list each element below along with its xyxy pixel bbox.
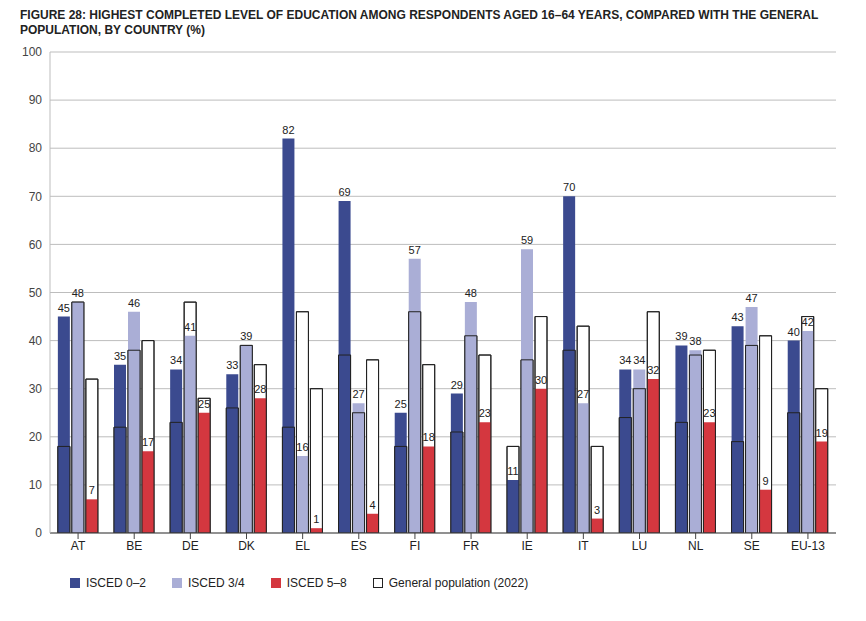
svg-text:48: 48 bbox=[72, 287, 84, 299]
svg-text:47: 47 bbox=[745, 292, 757, 304]
svg-text:ES: ES bbox=[351, 539, 367, 553]
svg-text:30: 30 bbox=[29, 382, 43, 396]
svg-text:3: 3 bbox=[594, 504, 600, 516]
svg-text:FR: FR bbox=[463, 539, 479, 553]
svg-text:7: 7 bbox=[89, 484, 95, 496]
svg-text:100: 100 bbox=[22, 45, 42, 59]
svg-text:34: 34 bbox=[619, 354, 631, 366]
svg-text:41: 41 bbox=[184, 321, 196, 333]
svg-text:34: 34 bbox=[633, 354, 645, 366]
html-text:ISCED 0–2: ISCED 0–2 bbox=[86, 576, 146, 590]
svg-text:IT: IT bbox=[578, 539, 589, 553]
svg-text:16: 16 bbox=[296, 441, 308, 453]
html-text:FIGURE 28: HIGHEST COMPLETED L: FIGURE 28: HIGHEST COMPLETED LEVEL OF ED… bbox=[20, 8, 819, 37]
svg-text:BE: BE bbox=[126, 539, 142, 553]
svg-text:46: 46 bbox=[128, 297, 140, 309]
svg-text:39: 39 bbox=[675, 330, 687, 342]
svg-text:33: 33 bbox=[226, 359, 238, 371]
svg-text:60: 60 bbox=[29, 238, 43, 252]
svg-text:69: 69 bbox=[338, 186, 350, 198]
svg-text:57: 57 bbox=[409, 244, 421, 256]
svg-text:25: 25 bbox=[198, 398, 210, 410]
svg-text:39: 39 bbox=[240, 330, 252, 342]
svg-text:18: 18 bbox=[423, 431, 435, 443]
svg-text:45: 45 bbox=[58, 302, 70, 314]
svg-text:25: 25 bbox=[395, 398, 407, 410]
svg-text:AT: AT bbox=[71, 539, 86, 553]
svg-text:10: 10 bbox=[29, 478, 43, 492]
svg-text:38: 38 bbox=[689, 335, 701, 347]
svg-text:9: 9 bbox=[763, 475, 769, 487]
svg-text:23: 23 bbox=[703, 407, 715, 419]
svg-text:40: 40 bbox=[29, 334, 43, 348]
svg-text:0: 0 bbox=[35, 526, 42, 540]
svg-text:DE: DE bbox=[182, 539, 199, 553]
svg-text:27: 27 bbox=[352, 388, 364, 400]
html-text:ISCED 5–8: ISCED 5–8 bbox=[286, 576, 347, 590]
svg-text:NL: NL bbox=[688, 539, 704, 553]
html-text:ISCED 3/4: ISCED 3/4 bbox=[188, 576, 245, 590]
svg-text:27: 27 bbox=[577, 388, 589, 400]
svg-text:EU-13: EU-13 bbox=[791, 539, 825, 553]
svg-text:32: 32 bbox=[647, 364, 659, 376]
svg-text:FI: FI bbox=[410, 539, 421, 553]
svg-text:82: 82 bbox=[282, 124, 294, 136]
svg-text:1: 1 bbox=[313, 513, 319, 525]
svg-text:80: 80 bbox=[29, 141, 43, 155]
svg-text:59: 59 bbox=[521, 234, 533, 246]
svg-text:70: 70 bbox=[29, 190, 43, 204]
svg-text:43: 43 bbox=[731, 311, 743, 323]
svg-text:SE: SE bbox=[744, 539, 760, 553]
svg-text:40: 40 bbox=[788, 326, 800, 338]
svg-text:23: 23 bbox=[479, 407, 491, 419]
svg-text:28: 28 bbox=[254, 383, 266, 395]
svg-text:70: 70 bbox=[563, 181, 575, 193]
svg-text:35: 35 bbox=[114, 350, 126, 362]
svg-text:11: 11 bbox=[507, 465, 518, 477]
svg-text:42: 42 bbox=[802, 316, 814, 328]
svg-text:29: 29 bbox=[451, 379, 463, 391]
svg-text:LU: LU bbox=[632, 539, 647, 553]
svg-text:50: 50 bbox=[29, 286, 43, 300]
svg-text:48: 48 bbox=[465, 287, 477, 299]
svg-text:30: 30 bbox=[535, 374, 547, 386]
svg-text:90: 90 bbox=[29, 93, 43, 107]
svg-text:DK: DK bbox=[238, 539, 255, 553]
svg-text:17: 17 bbox=[142, 436, 154, 448]
svg-text:IE: IE bbox=[522, 539, 533, 553]
svg-text:20: 20 bbox=[29, 430, 43, 444]
svg-text:34: 34 bbox=[170, 354, 182, 366]
svg-text:EL: EL bbox=[295, 539, 310, 553]
html-text:General population (2022): General population (2022) bbox=[388, 576, 529, 590]
svg-text:19: 19 bbox=[816, 427, 828, 439]
svg-text:4: 4 bbox=[370, 499, 376, 511]
